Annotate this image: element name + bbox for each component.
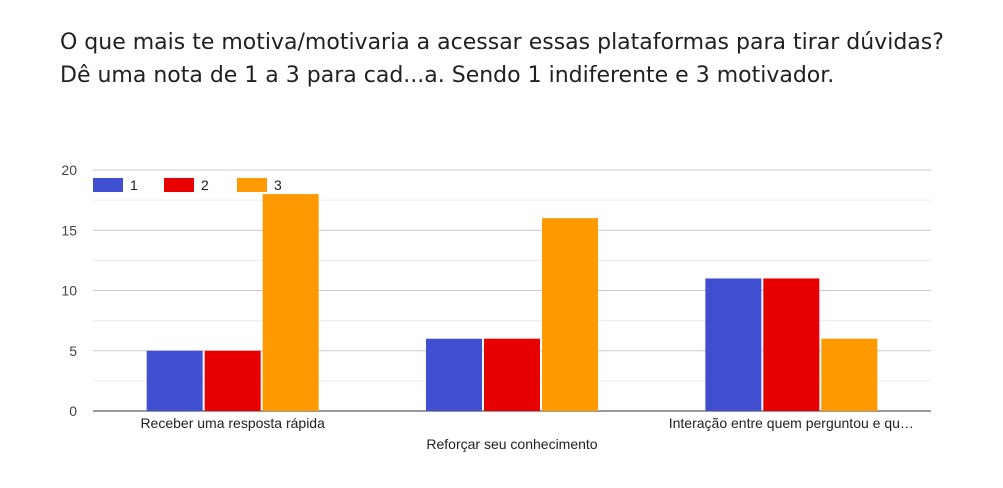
- legend-label: 2: [201, 177, 209, 193]
- legend-swatch: [93, 178, 123, 192]
- legend-swatch: [237, 178, 267, 192]
- x-category-label: Reforçar seu conhecimento: [426, 436, 597, 452]
- bar-series-3-cat-2: [821, 338, 878, 411]
- bar-series-2-cat-0: [204, 350, 261, 411]
- legend-swatch: [164, 178, 194, 192]
- bar-series-2-cat-1: [484, 338, 540, 411]
- y-axis-ticks: 0 5 10 15 20: [61, 162, 77, 419]
- bar-series-1-cat-0: [146, 350, 203, 411]
- y-tick-label: 10: [61, 283, 77, 299]
- legend-label: 1: [130, 177, 138, 193]
- y-tick-label: 0: [69, 403, 77, 419]
- bars: [146, 194, 878, 411]
- y-tick-label: 5: [69, 343, 77, 359]
- bar-series-1-cat-2: [705, 278, 762, 411]
- chart-title: O que mais te motiva/motivaria a acessar…: [60, 30, 944, 88]
- x-category-label: Receber uma resposta rápida: [140, 415, 325, 431]
- legend-label: 3: [274, 177, 282, 193]
- y-tick-label: 15: [61, 222, 77, 238]
- x-axis-labels: Receber uma resposta rápida Reforçar seu …: [140, 415, 913, 452]
- bar-series-3-cat-1: [542, 218, 598, 411]
- legend: 1 2 3: [93, 177, 282, 193]
- bar-series-2-cat-2: [763, 278, 820, 411]
- bar-series-3-cat-0: [262, 194, 319, 411]
- y-tick-label: 20: [61, 162, 77, 178]
- bar-series-1-cat-1: [426, 338, 482, 411]
- x-category-label: Interação entre quem perguntou e qu…: [669, 415, 914, 431]
